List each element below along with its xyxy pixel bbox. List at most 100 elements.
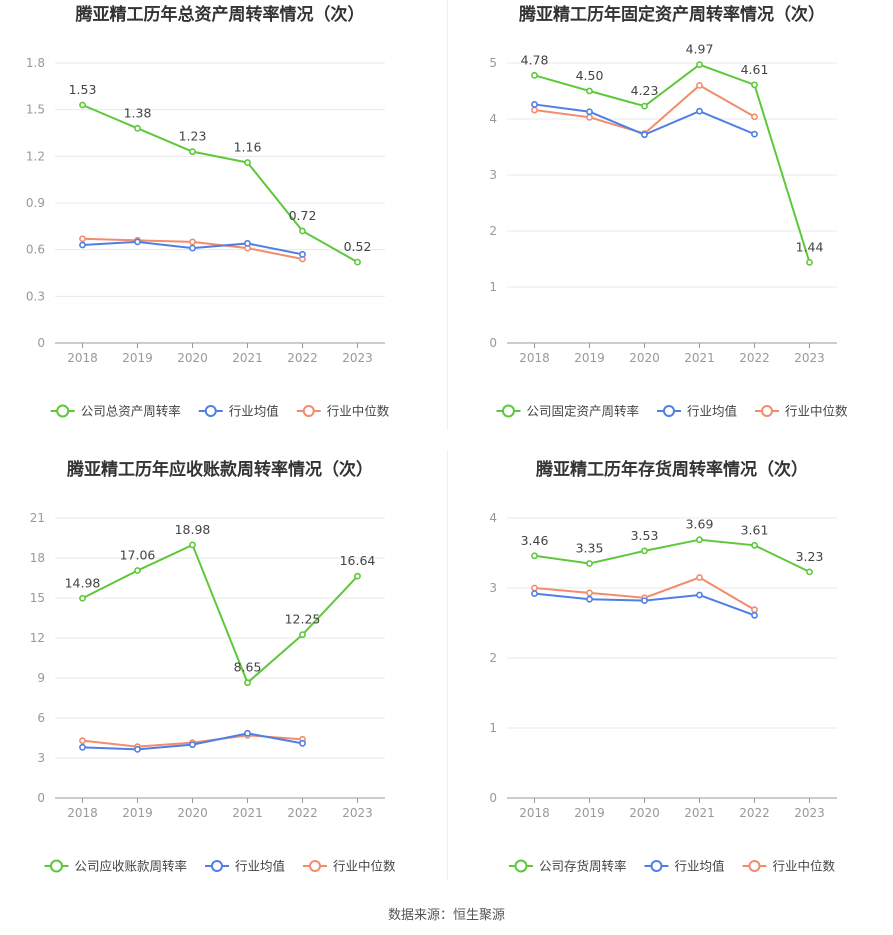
data-point-company — [531, 552, 538, 560]
data-label: 8.65 — [234, 660, 262, 675]
y-tick-label: 3 — [37, 751, 45, 765]
legend: 公司总资产周转率 行业均值 行业中位数 — [50, 404, 390, 419]
data-label: 3.61 — [741, 522, 769, 537]
series-line-company — [534, 538, 810, 573]
legend-swatch-marker — [761, 405, 774, 417]
data-point-company — [189, 148, 196, 156]
chart-inventory-turnover: 腾亚精工历年存货周转率情况（次） 0 1 2 3 4 2018 2019 2020 2021 202… — [452, 455, 892, 905]
legend-item-company: 公司存货周转率 — [508, 859, 626, 874]
legend: 公司存货周转率 行业均值 行业中位数 — [508, 859, 836, 874]
data-point-avg — [696, 591, 703, 599]
y-tick-label: 2 — [489, 651, 497, 665]
y-tick-label: 5 — [489, 56, 497, 70]
data-label: 0.72 — [289, 208, 317, 223]
chart-title: 腾亚精工历年应收账款周转率情况（次） — [67, 459, 373, 480]
y-tick-label: 4 — [489, 511, 497, 525]
y-tick-label: 2 — [489, 224, 497, 238]
legend-swatch-marker — [302, 405, 315, 417]
data-point-median — [586, 589, 593, 597]
chart-receivables-turnover: 腾亚精工历年应收账款周转率情况（次） 0 3 6 9 12 15 18 21 2018 2019 20… — [0, 455, 440, 905]
data-point-avg — [134, 238, 141, 246]
legend-swatch-marker — [49, 859, 63, 873]
data-point-company — [299, 227, 306, 235]
x-tick-label: 2023 — [342, 806, 373, 820]
data-label: 3.53 — [631, 528, 659, 543]
data-point-avg — [299, 739, 306, 747]
legend-label: 行业中位数 — [327, 404, 390, 419]
data-point-median — [696, 82, 703, 89]
data-label: 14.98 — [65, 575, 101, 590]
x-tick-label: 2018 — [519, 351, 550, 365]
x-tick-label: 2018 — [67, 806, 98, 820]
data-label: 16.64 — [340, 553, 376, 568]
x-tick-label: 2021 — [232, 351, 263, 365]
y-tick-label: 6 — [37, 711, 45, 725]
series-line-company — [534, 63, 811, 263]
data-point-median — [696, 574, 703, 581]
legend-item-median: 行业中位数 — [296, 404, 390, 419]
data-label: 0.52 — [344, 239, 372, 254]
data-point-median — [531, 584, 538, 592]
data-point-avg — [641, 597, 648, 604]
y-tick-label: 0.3 — [26, 289, 45, 303]
chart-fixed-asset-turnover: 腾亚精工历年固定资产周转率情况（次） 0 1 2 3 4 5 2018 2019 2020 2021… — [452, 0, 892, 450]
x-tick-label: 2023 — [342, 351, 373, 365]
series-line-median — [534, 576, 756, 611]
data-label: 17.06 — [120, 548, 156, 563]
data-point-median — [531, 106, 538, 114]
data-point-company — [354, 258, 361, 266]
data-point-avg — [751, 130, 758, 138]
legend-swatch-marker — [56, 404, 70, 418]
panel-divider — [447, 450, 448, 880]
chart-title: 腾亚精工历年存货周转率情况（次） — [536, 459, 808, 480]
data-label: 12.25 — [285, 612, 321, 627]
x-tick-label: 2020 — [177, 351, 208, 365]
x-tick-label: 2018 — [67, 351, 98, 365]
data-source-note: 数据来源：恒生聚源 — [387, 908, 505, 923]
x-tick-label: 2019 — [122, 806, 153, 820]
y-tick-label: 1.2 — [26, 149, 45, 163]
data-point-company — [299, 631, 306, 639]
chart-svg: 腾亚精工历年存货周转率情况（次） 0 1 2 3 4 2018 2019 2020 2021 202… — [489, 459, 837, 874]
data-label: 3.46 — [521, 533, 549, 548]
y-tick-label: 12 — [30, 631, 45, 645]
y-tick-label: 21 — [30, 511, 45, 525]
chart-svg: 腾亚精工历年应收账款周转率情况（次） 0 3 6 9 12 15 18 21 2018 2019 20… — [30, 459, 396, 874]
data-label: 18.98 — [175, 522, 211, 537]
x-tick-label: 2022 — [287, 806, 318, 820]
legend-item-company: 公司应收账款周转率 — [44, 859, 187, 874]
y-tick-label: 0 — [37, 336, 45, 350]
data-point-avg — [134, 745, 141, 753]
legend-swatch-marker — [662, 405, 675, 417]
data-point-company — [354, 572, 361, 580]
x-tick-label: 2020 — [629, 351, 660, 365]
legend-item-company: 公司总资产周转率 — [50, 404, 181, 419]
data-point-avg — [586, 595, 593, 603]
x-tick-label: 2019 — [574, 806, 605, 820]
x-tick-label: 2020 — [177, 806, 208, 820]
y-tick-label: 0 — [489, 791, 497, 805]
x-tick-label: 2019 — [574, 351, 605, 365]
data-point-company — [134, 567, 141, 574]
data-point-avg — [586, 108, 593, 116]
y-tick-label: 3 — [489, 581, 497, 595]
data-point-company — [79, 594, 86, 602]
y-tick-label: 3 — [489, 168, 497, 182]
legend-label: 行业中位数 — [773, 859, 836, 874]
legend: 公司固定资产周转率 行业均值 行业中位数 — [496, 404, 848, 419]
data-point-company — [244, 159, 251, 166]
x-tick-label: 2022 — [739, 806, 770, 820]
data-label: 3.23 — [796, 549, 824, 564]
data-label: 1.23 — [179, 129, 207, 144]
legend-swatch-marker — [210, 860, 223, 872]
series-line-company — [82, 104, 358, 263]
legend-swatch-marker — [650, 860, 663, 872]
legend-item-median: 行业中位数 — [755, 404, 848, 419]
legend-swatch-marker — [514, 859, 528, 873]
y-tick-label: 0.6 — [26, 243, 45, 257]
data-point-company — [134, 124, 141, 132]
data-point-avg — [189, 741, 196, 749]
data-label: 3.69 — [686, 517, 714, 532]
data-point-avg — [531, 590, 538, 597]
data-point-company — [696, 536, 703, 544]
